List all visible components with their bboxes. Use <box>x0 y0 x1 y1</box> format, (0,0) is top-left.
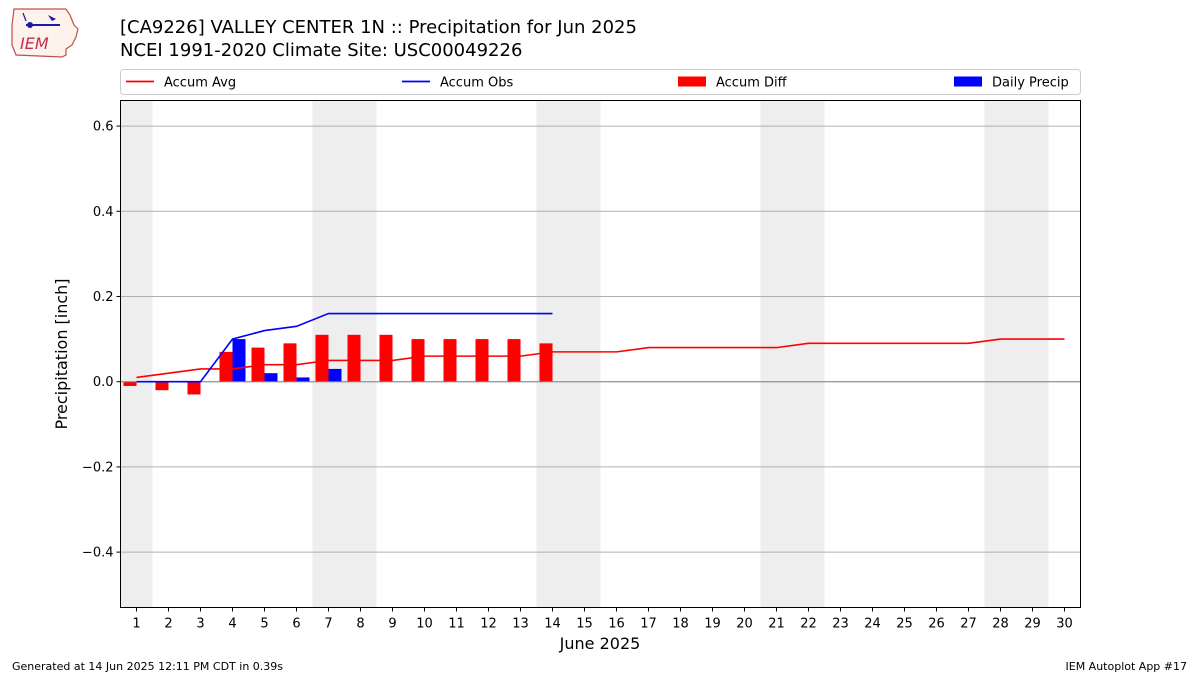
y-tick-label: −0.2 <box>82 460 114 475</box>
weekend-shade <box>120 100 153 608</box>
x-tick-label: 2 <box>164 617 172 632</box>
x-tick-label: 1 <box>132 617 140 632</box>
accum-diff-bar <box>123 381 137 386</box>
x-tick-label: 24 <box>864 617 881 632</box>
x-tick-label: 27 <box>960 617 977 632</box>
chart-title: [CA9226] VALLEY CENTER 1N :: Precipitati… <box>120 17 637 38</box>
x-tick-label: 8 <box>356 617 364 632</box>
legend-label: Accum Diff <box>716 76 788 91</box>
y-tick-label: −0.4 <box>82 546 114 561</box>
weekend-shade <box>760 100 825 608</box>
x-tick-label: 26 <box>928 617 945 632</box>
daily-precip-bar <box>296 377 310 382</box>
lines <box>120 312 1081 383</box>
legend-swatch <box>954 76 982 87</box>
x-tick-label: 21 <box>768 617 785 632</box>
x-tick-label: 4 <box>228 617 236 632</box>
logo-text: IEM <box>20 34 49 53</box>
x-tick-label: 18 <box>672 617 689 632</box>
app-credit: IEM Autoplot App #17 <box>1065 660 1188 673</box>
accum-diff-bar <box>379 334 393 382</box>
legend-accum-avg: Accum Avg <box>126 76 236 91</box>
y-tick-label: 0.6 <box>93 120 114 135</box>
x-tick-label: 11 <box>448 617 465 632</box>
x-axis-label: June 2025 <box>559 634 641 653</box>
accum-diff-bar <box>219 351 233 382</box>
x-tick-label: 30 <box>1056 617 1073 632</box>
y-tick-label: 0.4 <box>93 205 114 220</box>
accum-diff-bar <box>315 334 329 382</box>
axes: −0.4−0.20.00.20.40.61 2 3 4 5 6 7 8 9 10 11 12 13 14 1… <box>82 120 1073 632</box>
x-tick-label: 13 <box>512 617 529 632</box>
legend-box <box>120 69 1081 95</box>
daily-precip-bar <box>232 339 246 382</box>
legend-label: Accum Avg <box>164 76 236 91</box>
legend-label: Accum Obs <box>440 76 513 91</box>
daily-precip-bar <box>264 373 278 382</box>
accum-diff-bar <box>187 381 201 395</box>
legend-label: Daily Precip <box>992 76 1069 91</box>
x-tick-label: 16 <box>608 617 625 632</box>
y-tick-label: 0.2 <box>93 290 114 305</box>
x-tick-label: 15 <box>576 617 593 632</box>
legend-accum-obs: Accum Obs <box>402 76 513 91</box>
x-tick-label: 7 <box>324 617 332 632</box>
x-tick-label: 6 <box>292 617 300 632</box>
accum-diff-bar <box>251 347 265 382</box>
x-tick-label: 17 <box>640 617 657 632</box>
x-tick-label: 5 <box>260 617 268 632</box>
x-tick-label: 29 <box>1024 617 1041 632</box>
accum-obs-line <box>136 312 553 383</box>
legend-daily-precip: Daily Precip <box>954 76 1069 91</box>
x-tick-label: 12 <box>480 617 497 632</box>
weekend-shading <box>120 100 1049 608</box>
legend: Accum Avg Accum Obs Accum Diff Daily Precip <box>120 69 1081 95</box>
accum-diff-bar <box>539 343 553 382</box>
x-tick-label: 25 <box>896 617 913 632</box>
accum-diff-bar <box>347 334 361 382</box>
x-tick-label: 9 <box>388 617 396 632</box>
daily-precip-bar <box>328 368 342 382</box>
accum-diff-bar <box>475 339 489 382</box>
x-tick-label: 19 <box>704 617 721 632</box>
x-tick-label: 23 <box>832 617 849 632</box>
generated-timestamp: Generated at 14 Jun 2025 12:11 PM CDT in… <box>12 660 284 673</box>
accum-diff-bar <box>443 339 457 382</box>
weekend-shade <box>984 100 1049 608</box>
x-tick-label: 10 <box>416 617 433 632</box>
legend-swatch <box>678 76 706 87</box>
accum-avg-line <box>136 338 1065 379</box>
y-tick-label: 0.0 <box>93 375 114 390</box>
x-tick-label: 20 <box>736 617 753 632</box>
x-tick-label: 22 <box>800 617 817 632</box>
accum-diff-bar <box>283 343 297 382</box>
legend-accum-diff: Accum Diff <box>678 76 788 91</box>
plot-frame <box>120 100 1081 608</box>
accum-diff-bar <box>507 339 521 382</box>
y-axis-label: Precipitation [inch] <box>52 278 71 429</box>
chart-subtitle: NCEI 1991-2020 Climate Site: USC00049226 <box>120 40 523 61</box>
accum-diff-bar <box>411 339 425 382</box>
accum-diff-bar <box>155 381 169 391</box>
x-tick-label: 3 <box>196 617 204 632</box>
iowa-outline-icon <box>11 8 79 58</box>
x-tick-label: 28 <box>992 617 1009 632</box>
iem-logo: IEM <box>11 8 79 58</box>
bars <box>123 334 553 395</box>
x-tick-label: 14 <box>544 617 561 632</box>
